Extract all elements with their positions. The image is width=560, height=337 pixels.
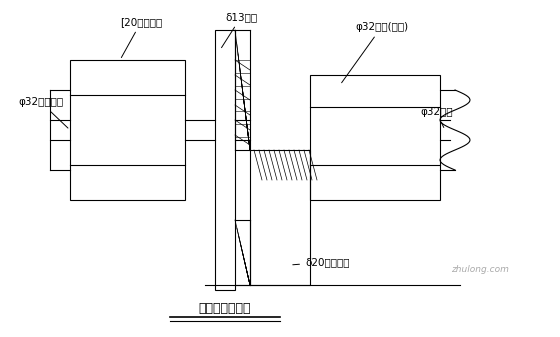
Text: φ32螺母(加长): φ32螺母(加长) — [342, 22, 408, 83]
Text: [20加强槽钢: [20加强槽钢 — [120, 17, 162, 58]
Text: δ13模面: δ13模面 — [222, 12, 257, 48]
Text: δ20加强钢板: δ20加强钢板 — [293, 257, 349, 267]
Text: φ32粗制螺母: φ32粗制螺母 — [18, 97, 68, 128]
Text: zhulong.com: zhulong.com — [451, 266, 509, 275]
Text: 拉杆位置大样图: 拉杆位置大样图 — [199, 302, 251, 314]
Text: φ32拉杆: φ32拉杆 — [420, 107, 452, 127]
